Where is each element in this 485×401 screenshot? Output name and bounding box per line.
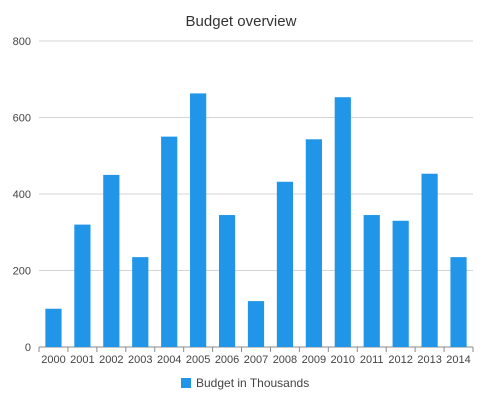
- bar-2012[interactable]: [392, 220, 409, 347]
- chart-title: Budget overview: [186, 13, 297, 30]
- x-tick-label: 2012: [388, 354, 412, 366]
- y-tick-label: 800: [13, 36, 31, 48]
- y-axis-ticks: 0 200 400 600 800: [13, 36, 31, 354]
- y-tick-label: 600: [13, 113, 31, 125]
- x-tick-label: 2009: [302, 354, 326, 366]
- x-tick-label: 2006: [215, 354, 239, 366]
- x-tick-label: 2008: [273, 354, 297, 366]
- x-tick-label: 2001: [70, 354, 94, 366]
- x-tick-label: 2002: [99, 354, 123, 366]
- bar-2005[interactable]: [190, 93, 207, 347]
- bar-2008[interactable]: [276, 181, 294, 347]
- x-tick-label: 2000: [41, 354, 65, 366]
- bar-2014[interactable]: [450, 257, 467, 347]
- bar-2002[interactable]: [103, 174, 120, 347]
- legend-swatch: [181, 378, 191, 388]
- bar-2010[interactable]: [334, 97, 351, 347]
- bar-2003[interactable]: [132, 257, 149, 347]
- bar-2007[interactable]: [247, 301, 265, 347]
- bar-2006[interactable]: [218, 215, 236, 347]
- x-tick-label: 2010: [331, 354, 355, 366]
- legend[interactable]: Budget in Thousands: [181, 376, 309, 390]
- bar-2004[interactable]: [161, 136, 178, 347]
- x-tick-label: 2005: [186, 354, 210, 366]
- x-tick-label: 2011: [360, 354, 384, 366]
- y-tick-label: 400: [13, 189, 31, 201]
- x-axis-ticks: 2000 2001 2002 2003 2004 2005 2006 2007 2008 2009…: [38, 347, 474, 366]
- y-tick-label: 200: [13, 266, 31, 278]
- bars: [45, 93, 467, 347]
- bar-2013[interactable]: [421, 173, 438, 347]
- bar-2011[interactable]: [363, 215, 380, 347]
- x-tick-label: 2014: [446, 354, 470, 366]
- bar-2001[interactable]: [74, 224, 91, 347]
- x-tick-label: 2003: [128, 354, 152, 366]
- legend-label: Budget in Thousands: [196, 376, 309, 390]
- x-tick-label: 2004: [157, 354, 181, 366]
- x-tick-label: 2007: [244, 354, 268, 366]
- x-tick-label: 2013: [417, 354, 441, 366]
- y-tick-label: 0: [25, 342, 31, 354]
- bar-2009[interactable]: [305, 139, 322, 347]
- bar-2000[interactable]: [45, 308, 62, 347]
